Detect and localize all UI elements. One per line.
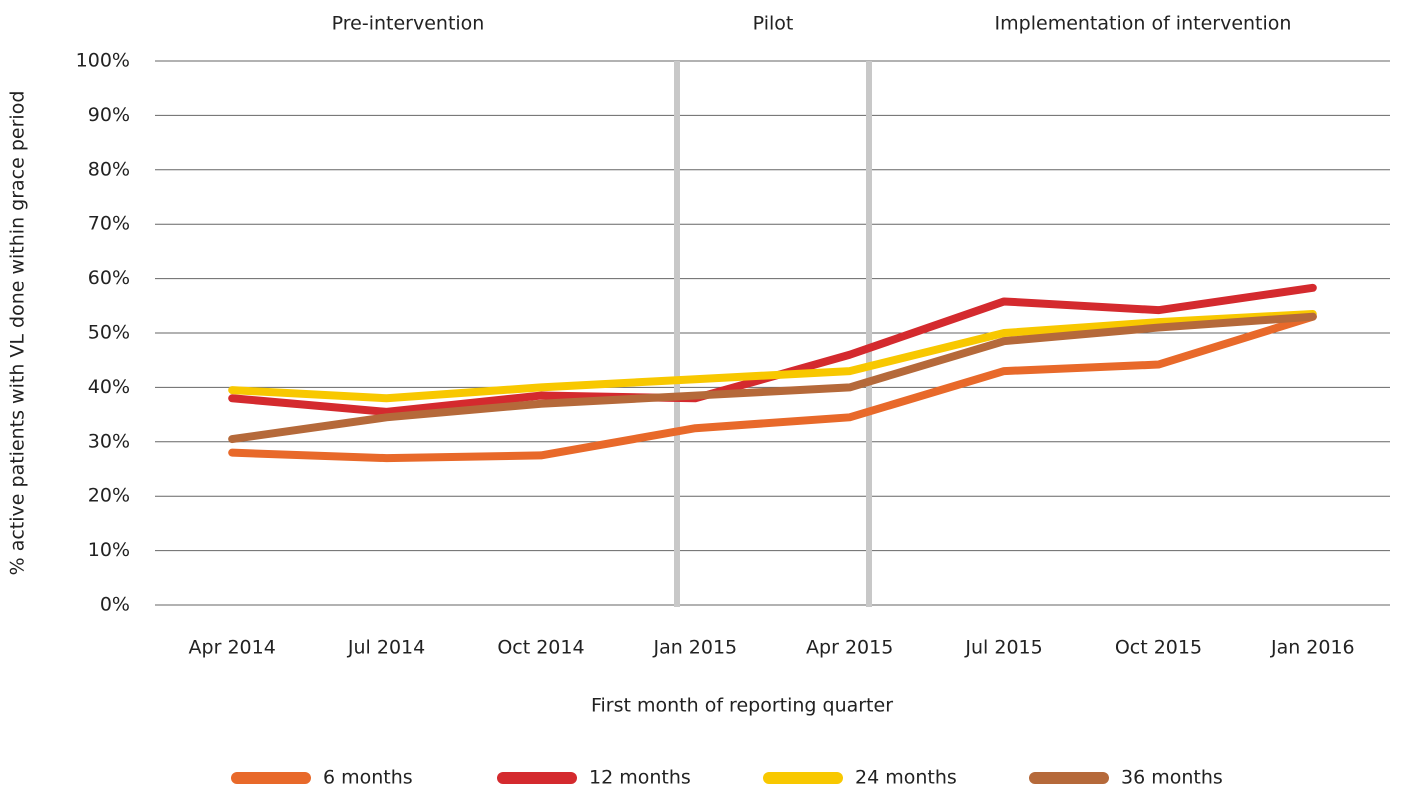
y-axis-title: % active patients with VL done within gr… — [7, 91, 29, 576]
phase-label: Implementation of intervention — [995, 13, 1292, 35]
y-tick-label: 100% — [76, 50, 130, 72]
legend-label: 36 months — [1121, 767, 1223, 789]
data-line — [228, 312, 1317, 463]
data-line — [228, 312, 1317, 444]
x-tick-label: Apr 2014 — [189, 637, 276, 659]
y-tick-label: 10% — [88, 539, 130, 561]
data-line — [228, 309, 1317, 403]
legend-label: 12 months — [589, 767, 691, 789]
legend-label: 6 months — [323, 767, 413, 789]
phase-label: Pilot — [753, 13, 794, 35]
x-tick-label: Jan 2016 — [1270, 637, 1355, 659]
y-tick-label: 70% — [88, 213, 130, 235]
y-tick-label: 50% — [88, 322, 130, 344]
x-tick-label: Apr 2015 — [806, 637, 893, 659]
x-tick-label: Oct 2015 — [1115, 637, 1202, 659]
y-tick-label: 20% — [88, 485, 130, 507]
legend-label: 24 months — [855, 767, 957, 789]
x-tick-label: Jan 2015 — [652, 637, 737, 659]
x-axis-title: First month of reporting quarter — [591, 695, 893, 717]
x-tick-label: Oct 2014 — [497, 637, 584, 659]
phase-label: Pre-intervention — [332, 13, 485, 35]
y-tick-label: 60% — [88, 267, 130, 289]
x-tick-label: Jul 2015 — [964, 637, 1042, 659]
y-tick-label: 90% — [88, 104, 130, 126]
y-tick-label: 40% — [88, 376, 130, 398]
y-tick-label: 0% — [100, 594, 130, 616]
y-tick-label: 80% — [88, 158, 130, 180]
y-tick-label: 30% — [88, 430, 130, 452]
x-tick-label: Jul 2014 — [347, 637, 425, 659]
